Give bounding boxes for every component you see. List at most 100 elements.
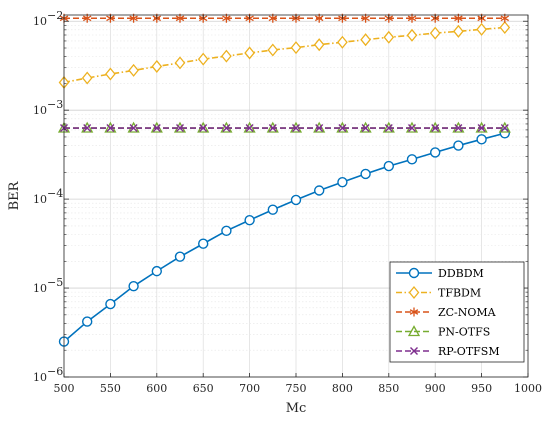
data-point-tfbdm [197,52,209,66]
x-tick-label: 500 [54,382,75,395]
data-point-rp-otfsm [500,124,509,133]
x-marker-stroke [477,124,486,133]
legend-box [389,261,525,363]
y-tick-labels: 10−610−510−410−310−2 [33,9,63,384]
data-point-tfbdm [105,67,116,81]
legend-marker-tfbdm [408,285,420,300]
x-marker-stroke [500,124,509,133]
data-point-ddbdm [406,154,418,165]
x-tick-label: 550 [100,382,121,395]
data-point-rp-otfsm [384,124,393,133]
series-rp-otfsm [60,124,509,133]
x-marker-stroke [292,124,300,133]
x-marker-stroke [129,124,138,133]
data-point-ddbdm [290,194,302,206]
asterisk-marker-stroke [82,15,92,22]
data-point-rp-otfsm [315,124,324,133]
y-tick-label: 10 −6 [33,365,63,384]
data-point-rp-otfsm [152,124,161,133]
data-point-ddbdm [244,214,255,226]
asterisk-marker-stroke [361,15,370,22]
data-point-tfbdm [453,24,464,38]
data-point-rp-otfsm [245,124,254,133]
x-marker-stroke [315,124,324,133]
x-marker-stroke [222,124,231,133]
y-tick-label-base: 10 [33,193,47,206]
legend-entry-rp-otfsm: RP-OTFSM [396,345,500,358]
data-point-rp-otfsm [268,124,277,133]
legend-label-zc-noma: ZC-NOMA [438,306,497,319]
x-tick-labels: 500 550 600 650 700 750 800 850 900 950 1000 [54,382,543,395]
data-point-tfbdm [221,49,232,63]
data-point-tfbdm [244,46,255,60]
legend-entry-ddbdm: DDBDM [396,267,484,280]
x-tick-label: 800 [332,382,353,395]
data-point-rp-otfsm [477,124,486,133]
legend-label-ddbdm: DDBDM [438,267,484,280]
data-point-tfbdm [128,63,139,77]
x-marker-stroke [384,124,393,133]
data-point-tfbdm [360,33,371,47]
data-point-tfbdm [406,28,418,42]
x-marker-stroke [176,124,184,133]
data-point-rp-otfsm [199,124,208,133]
legend: DDBDM TFBDM ZC-NOMA PN-OTFS RP-OTFSM [389,261,525,363]
y-tick-label-exponent: −5 [47,276,63,289]
data-point-ddbdm [383,160,394,172]
x-tick-label: 1000 [514,382,542,395]
x-tick-label: 750 [286,382,307,395]
data-point-rp-otfsm [83,124,92,133]
y-tick-label: 10 −3 [33,98,63,117]
data-point-pn-otfs [498,121,511,133]
data-point-ddbdm [105,298,116,310]
x-tick-label: 600 [146,382,167,395]
legend-marker-ddbdm [408,267,420,279]
y-tick-label-exponent: −4 [47,187,63,200]
legend-label-rp-otfsm: RP-OTFSM [438,345,500,358]
ticks [63,15,529,378]
x-marker-stroke [245,124,254,133]
x-tick-label: 900 [425,382,446,395]
legend-entry-tfbdm: TFBDM [396,285,481,300]
series-tfbdm [58,20,511,89]
data-point-tfbdm [267,43,279,57]
series-ddbdm [58,128,510,347]
data-point-tfbdm [290,41,302,55]
data-point-ddbdm [221,225,232,237]
x-tick-label: 850 [378,382,399,395]
series-layer [57,13,511,347]
data-point-rp-otfsm [338,124,347,133]
data-point-rp-otfsm [129,124,138,133]
data-point-rp-otfsm [454,124,463,133]
x-axis-label: Mc [286,401,307,416]
y-tick-label: 10 −5 [33,276,63,295]
data-point-tfbdm [383,30,395,44]
x-marker-stroke [268,124,277,133]
data-point-rp-otfsm [292,124,300,133]
asterisk-marker-stroke [407,15,417,22]
asterisk-marker-stroke [500,15,510,22]
asterisk-marker-stroke [268,15,278,22]
asterisk-marker-stroke [129,15,138,22]
y-tick-label: 10 −4 [33,187,63,206]
data-point-ddbdm [197,238,209,249]
data-point-ddbdm [267,204,278,215]
y-tick-label-exponent: −6 [47,365,63,378]
asterisk-marker-stroke [222,15,231,22]
asterisk-marker-stroke [409,309,419,315]
data-point-tfbdm [313,38,325,52]
legend-marker-rp-otfsm [410,347,418,355]
asterisk-marker-stroke [454,15,463,22]
x-marker-stroke [408,124,416,133]
x-tick-label: 950 [471,382,492,395]
data-point-ddbdm [337,176,348,188]
y-axis-label: BER [7,180,22,210]
y-tick-label-base: 10 [33,371,47,384]
data-point-ddbdm [476,134,487,145]
y-tick-label-exponent: −2 [47,9,63,22]
y-tick-label: 10 −2 [33,9,63,28]
data-point-rp-otfsm [408,124,416,133]
x-marker-stroke [152,124,161,133]
data-point-tfbdm [429,26,441,40]
y-tick-label-base: 10 [33,104,47,117]
